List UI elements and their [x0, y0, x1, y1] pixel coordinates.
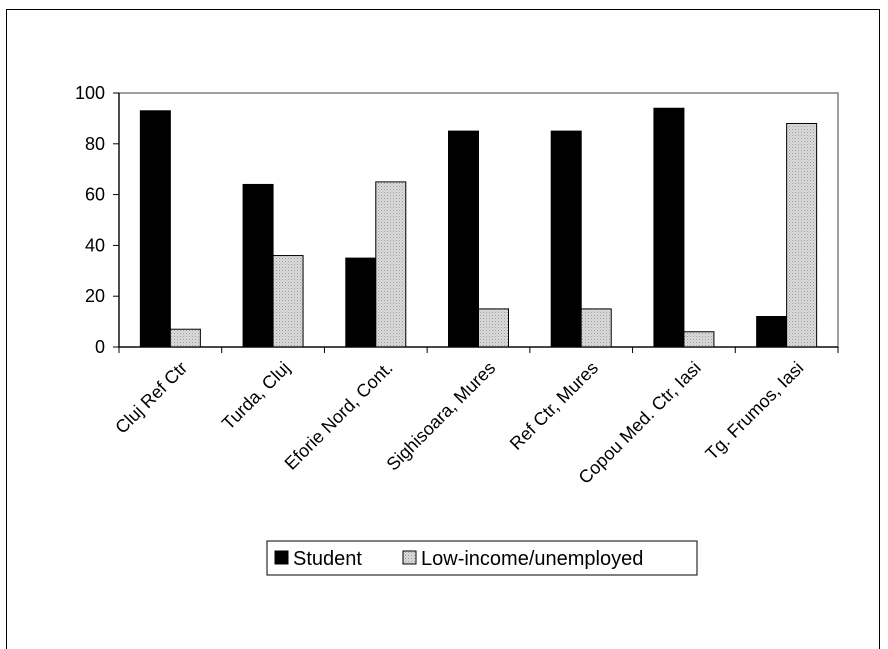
y-tick-label: 100 — [75, 83, 105, 103]
bar-student-1 — [242, 183, 274, 348]
bar-student-4 — [550, 130, 582, 348]
bar-low-income-0 — [169, 328, 201, 348]
bar-low-income-3 — [478, 308, 509, 348]
bar-student-2 — [345, 257, 377, 348]
bar-low-income-1 — [272, 255, 304, 348]
x-category-label: Cluj Ref Ctr — [111, 358, 191, 438]
y-tick-label: 20 — [85, 286, 105, 306]
x-category-label: Turda, Cluj — [218, 358, 294, 434]
y-tick-label: 60 — [85, 185, 105, 205]
x-category-label: Tg. Frumos, Iasi — [701, 358, 807, 464]
bar-student-3 — [448, 130, 479, 348]
legend-box — [266, 540, 698, 576]
bar-low-income-6 — [786, 122, 818, 348]
x-category-label: Ref Ctr, Mures — [506, 358, 602, 454]
bar-student-0 — [139, 110, 171, 348]
y-tick-label: 80 — [85, 134, 105, 154]
legend: Student Low-income/unemployed — [266, 540, 698, 576]
y-tick-label: 0 — [95, 337, 105, 357]
legend-label-low-income: Low-income/unemployed — [421, 548, 643, 570]
bar-student-6 — [756, 316, 788, 348]
bar-low-income-2 — [375, 181, 407, 348]
x-category-label: Sighisoara, Mures — [383, 358, 500, 475]
bar-student-5 — [653, 107, 685, 348]
legend-label-student: Student — [293, 548, 362, 570]
y-tick-label: 40 — [85, 235, 105, 255]
legend-swatch-low-income — [402, 550, 417, 565]
bar-chart: 0 20 40 60 80 100 Cluj Ref Ctr Turda, ClujEfor… — [75, 83, 839, 576]
legend-swatch-student — [274, 550, 289, 565]
bar-low-income-4 — [580, 308, 612, 348]
chart-frame — [6, 9, 880, 649]
bar-low-income-5 — [683, 331, 715, 348]
x-category-label: Eforie Nord, Cont. — [281, 358, 397, 474]
